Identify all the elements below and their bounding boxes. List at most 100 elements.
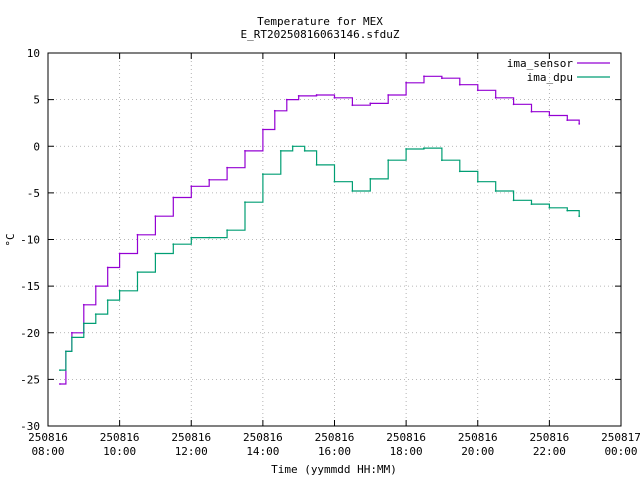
y-tick-label: -15 <box>20 280 40 293</box>
data-point-ima-sensor <box>548 114 551 117</box>
data-point-ima-dpu <box>476 180 479 183</box>
data-point-ima-sensor <box>476 89 479 92</box>
x-tick-label-time: 12:00 <box>175 445 208 458</box>
data-point-ima-dpu <box>458 170 461 173</box>
x-tick-label-date: 250816 <box>28 431 68 444</box>
data-point-ima-dpu <box>333 180 336 183</box>
data-point-ima-dpu <box>244 201 246 204</box>
legend-label-ima-dpu: ima_dpu <box>527 71 573 84</box>
legend: ima_sensor ima_dpu <box>507 57 610 84</box>
x-tick-label-date: 250817 <box>601 431 640 444</box>
data-point-ima-dpu <box>494 190 497 192</box>
data-point-ima-dpu <box>136 271 139 273</box>
data-point-ima-sensor <box>71 331 73 334</box>
x-tick-labels: 25081608:0025081610:0025081612:002508161… <box>28 431 640 458</box>
data-point-ima-dpu <box>106 299 109 301</box>
data-point-ima-sensor <box>82 303 85 306</box>
x-tick-label-date: 250816 <box>100 431 140 444</box>
data-point-ima-sensor <box>106 266 109 269</box>
data-point-ima-dpu <box>530 203 533 206</box>
data-point-ima-dpu <box>208 236 211 239</box>
data-point-ima-sensor <box>273 109 276 112</box>
x-tick-label-date: 250816 <box>386 431 426 444</box>
data-point-ima-dpu <box>548 206 551 209</box>
x-tick-label-date: 250816 <box>530 431 570 444</box>
y-tick-label: 0 <box>33 140 40 153</box>
data-point-ima-dpu <box>405 148 407 150</box>
series-lines <box>59 75 581 385</box>
data-point-ima-dpu <box>387 159 390 162</box>
data-point-ima-dpu <box>190 236 193 239</box>
data-point-ima-sensor <box>512 103 515 106</box>
data-point-ima-sensor <box>423 75 425 78</box>
data-point-ima-dpu <box>279 150 282 152</box>
y-tick-label: -10 <box>20 234 40 247</box>
data-point-ima-sensor <box>441 77 443 80</box>
series-line-ima-sensor <box>59 75 580 385</box>
data-point-ima-sensor <box>387 94 390 96</box>
data-point-ima-dpu <box>303 150 306 152</box>
y-tick-labels: 10 5 0 -5 -10 -15 -20 -25 -30 <box>20 47 40 433</box>
data-point-ima-sensor <box>315 94 318 96</box>
chart-title: Temperature for MEX <box>257 15 383 28</box>
x-tick-label-date: 250816 <box>315 431 355 444</box>
y-tick-label: 5 <box>33 94 40 107</box>
x-tick-label-date: 250816 <box>243 431 283 444</box>
data-point-ima-sensor <box>333 96 336 99</box>
data-point-ima-sensor <box>59 383 61 385</box>
data-point-ima-dpu <box>566 209 569 212</box>
data-point-ima-dpu <box>118 289 121 292</box>
legend-label-ima-sensor: ima_sensor <box>507 57 574 70</box>
data-point-ima-sensor <box>208 178 211 181</box>
data-point-ima-dpu <box>578 215 581 218</box>
data-point-ima-sensor <box>285 98 288 101</box>
y-axis-label: °C <box>4 233 17 246</box>
x-tick-label-time: 20:00 <box>461 445 494 458</box>
data-point-ima-sensor <box>566 119 569 121</box>
x-tick-label-time: 10:00 <box>103 445 136 458</box>
data-point-ima-sensor <box>405 81 407 84</box>
x-tick-label-date: 250816 <box>458 431 498 444</box>
data-point-ima-dpu <box>94 313 97 315</box>
data-point-ima-sensor <box>136 233 139 236</box>
data-point-ima-sensor <box>458 83 461 86</box>
data-point-ima-sensor <box>190 185 193 188</box>
data-point-ima-sensor <box>226 166 229 169</box>
data-point-ima-dpu <box>71 336 73 339</box>
y-tick-label: -30 <box>20 420 40 433</box>
data-point-ima-sensor <box>262 128 264 131</box>
x-tick-label-time: 16:00 <box>318 445 351 458</box>
data-point-ima-dpu <box>315 164 318 166</box>
plot-border <box>47 52 622 427</box>
x-tick-label-time: 18:00 <box>390 445 423 458</box>
data-point-ima-sensor <box>172 196 175 199</box>
data-point-ima-dpu <box>172 243 175 246</box>
data-point-ima-dpu <box>441 159 443 162</box>
data-point-ima-dpu <box>369 178 372 180</box>
data-point-ima-dpu <box>291 145 294 148</box>
x-tick-label-time: 22:00 <box>533 445 566 458</box>
data-point-ima-sensor <box>94 285 97 287</box>
data-point-ima-sensor <box>578 123 581 125</box>
data-point-ima-dpu <box>351 190 354 192</box>
data-point-ima-dpu <box>65 350 67 353</box>
data-point-ima-sensor <box>244 150 246 152</box>
data-point-ima-sensor <box>297 95 300 97</box>
series-line-ima-dpu <box>59 145 580 371</box>
data-point-ima-dpu <box>226 229 229 232</box>
chart-subtitle: E_RT20250816063146.sfduZ <box>241 28 400 41</box>
data-point-ima-sensor <box>494 96 497 99</box>
y-tick-label: -25 <box>20 373 40 386</box>
x-tick-label-time: 00:00 <box>604 445 637 458</box>
data-point-ima-dpu <box>423 147 425 150</box>
data-point-ima-dpu <box>154 252 157 255</box>
data-point-ima-dpu <box>512 199 515 202</box>
data-point-ima-sensor <box>369 102 372 105</box>
y-tick-label: -20 <box>20 327 40 340</box>
y-tick-label: 10 <box>27 47 40 60</box>
x-tick-label-time: 08:00 <box>31 445 64 458</box>
data-point-ima-dpu <box>262 173 264 176</box>
data-point-ima-dpu <box>59 369 61 371</box>
